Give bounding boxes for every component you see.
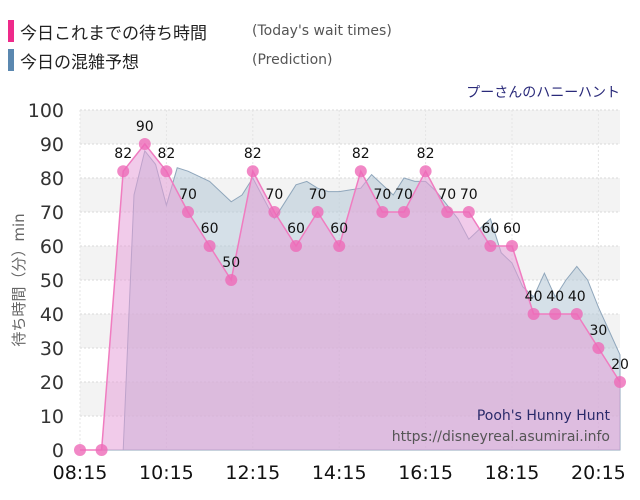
today-point xyxy=(484,240,497,252)
y-tick-label: 70 xyxy=(40,202,64,224)
x-tick-label: 16:15 xyxy=(398,462,453,484)
y-tick-label: 90 xyxy=(40,134,64,156)
today-point xyxy=(290,240,302,252)
data-label: 60 xyxy=(481,221,499,237)
legend-today-swatch xyxy=(8,20,14,42)
today-point xyxy=(527,308,540,320)
data-label: 70 xyxy=(265,187,283,203)
today-point xyxy=(376,206,389,218)
data-label: 82 xyxy=(244,146,262,162)
plot-band xyxy=(80,110,620,144)
data-label: 70 xyxy=(395,187,413,203)
today-point xyxy=(398,206,410,218)
x-tick-label: 14:15 xyxy=(312,462,367,484)
x-axis-ticks: 08:15 10:15 12:15 14:15 16:15 18:15 20:15 xyxy=(53,462,626,484)
y-axis-label: 待ち時間（分）min xyxy=(10,213,28,346)
today-point xyxy=(441,206,454,218)
today-point xyxy=(614,376,626,388)
data-label: 82 xyxy=(352,146,370,162)
data-label: 50 xyxy=(222,255,240,271)
x-tick-label: 12:15 xyxy=(225,462,280,484)
today-point xyxy=(246,165,259,178)
today-point xyxy=(160,165,173,178)
data-label: 90 xyxy=(136,119,154,135)
data-label: 20 xyxy=(611,357,629,373)
y-tick-label: 60 xyxy=(40,236,64,258)
legend-today-label-en: (Today's wait times) xyxy=(252,23,392,39)
y-tick-label: 0 xyxy=(52,440,64,462)
data-label: 40 xyxy=(568,289,586,305)
data-label: 82 xyxy=(157,146,175,162)
y-tick-label: 100 xyxy=(28,100,64,122)
y-tick-label: 40 xyxy=(40,304,64,326)
data-label: 70 xyxy=(179,187,197,203)
today-point xyxy=(225,274,238,286)
today-point xyxy=(182,206,194,218)
today-point xyxy=(506,240,518,252)
y-tick-label: 50 xyxy=(40,270,64,292)
watermark-url: https://disneyreal.asumirai.info xyxy=(392,429,610,445)
data-label: 70 xyxy=(309,187,327,203)
today-point xyxy=(203,240,216,252)
today-area xyxy=(80,144,620,450)
data-label: 70 xyxy=(373,187,391,203)
data-label: 60 xyxy=(330,221,348,237)
today-point xyxy=(570,308,583,320)
today-point xyxy=(117,165,130,178)
today-line xyxy=(80,142,621,451)
legend-today-label-jp: 今日これまでの待ち時間 xyxy=(20,23,207,44)
today-point xyxy=(333,240,346,252)
data-label: 82 xyxy=(114,146,132,162)
today-point xyxy=(592,342,605,354)
y-axis-ticks: 0 10 20 30 40 50 60 70 80 90 100 xyxy=(28,100,64,462)
watermark-name: Pooh's Hunny Hunt xyxy=(477,408,611,424)
data-label: 60 xyxy=(201,221,219,237)
data-label: 70 xyxy=(438,187,456,203)
legend-today: 今日これまでの待ち時間 (Today's wait times) xyxy=(8,18,392,44)
x-tick-label: 20:15 xyxy=(571,462,626,484)
today-point xyxy=(138,138,151,150)
today-point xyxy=(268,206,281,218)
data-label: 60 xyxy=(287,221,305,237)
data-label: 40 xyxy=(546,289,564,305)
data-label: 70 xyxy=(460,187,478,203)
legend-prediction-label-jp: 今日の混雑予想 xyxy=(20,52,139,73)
x-tick-label: 18:15 xyxy=(485,462,540,484)
today-point xyxy=(354,165,367,178)
attraction-name-jp: プーさんのハニーハント xyxy=(466,85,620,101)
legend-prediction-swatch xyxy=(8,49,14,71)
x-tick-label: 08:15 xyxy=(53,462,108,484)
today-point xyxy=(74,444,86,456)
today-point xyxy=(311,206,324,218)
today-point xyxy=(95,444,108,456)
x-tick-label: 10:15 xyxy=(139,462,194,484)
y-tick-label: 30 xyxy=(40,338,64,360)
today-point xyxy=(462,206,475,218)
y-tick-label: 80 xyxy=(40,168,64,190)
data-label: 30 xyxy=(589,323,607,339)
data-label: 60 xyxy=(503,221,521,237)
today-point xyxy=(419,165,432,178)
legend-prediction-label-en: (Prediction) xyxy=(252,52,333,68)
today-series xyxy=(74,138,626,456)
data-label: 40 xyxy=(525,289,543,305)
legend-prediction: 今日の混雑予想 (Prediction) xyxy=(8,47,332,73)
y-tick-label: 20 xyxy=(40,372,64,394)
today-point xyxy=(549,308,562,320)
y-tick-label: 10 xyxy=(40,406,64,428)
data-label: 82 xyxy=(417,146,435,162)
